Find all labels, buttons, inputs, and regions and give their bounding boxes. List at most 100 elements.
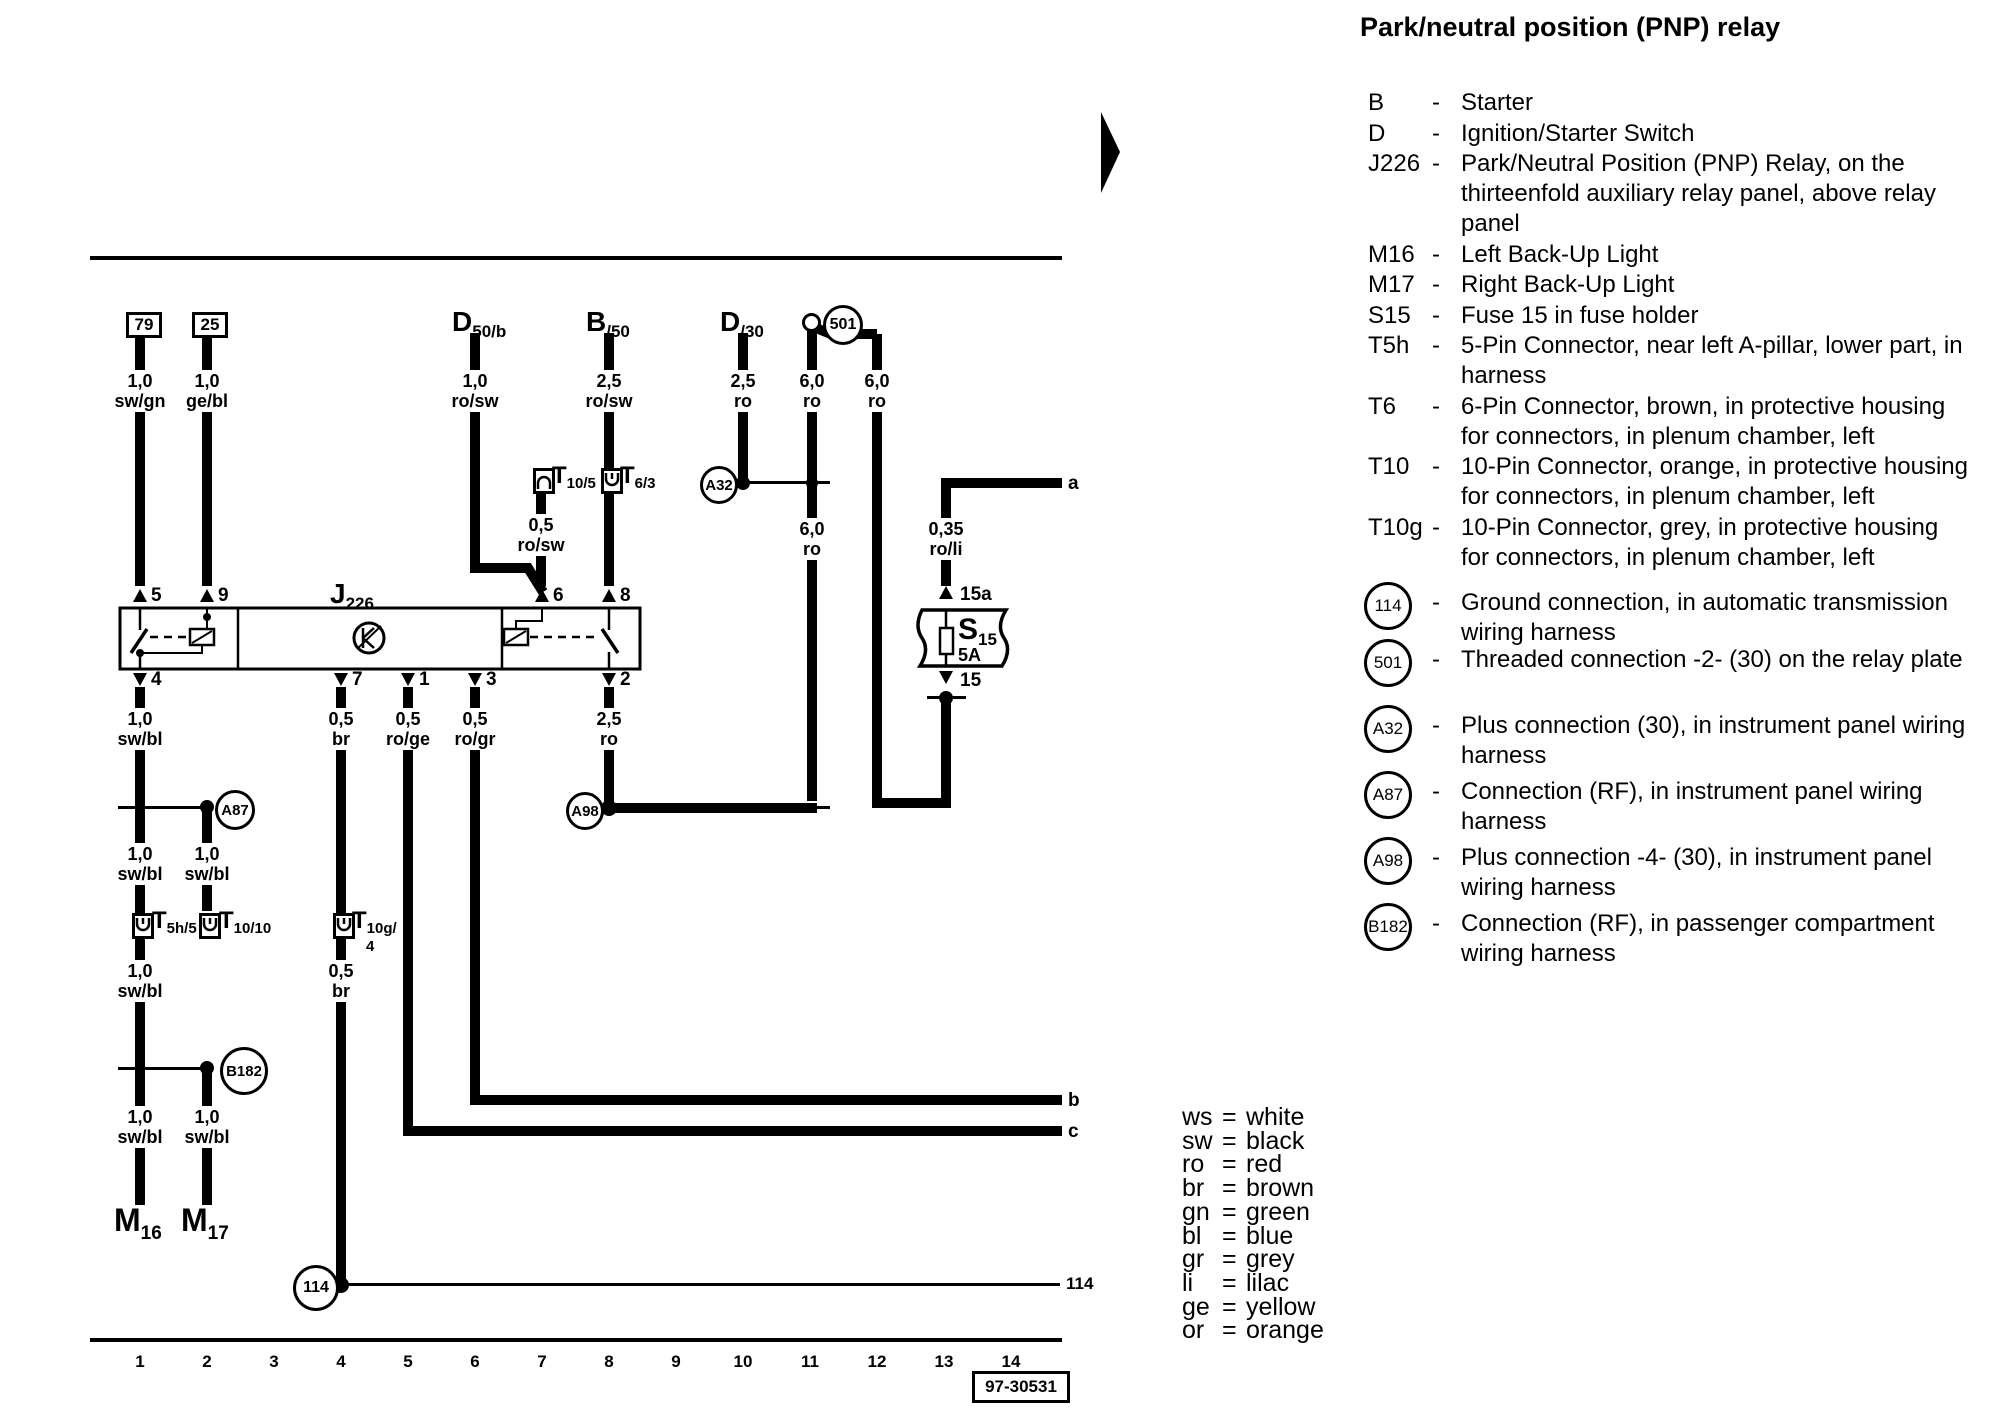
source-terminal-label: D/30 [720, 308, 764, 346]
wire-size: 1,0 [127, 844, 153, 864]
wire-label: 1,0 sw/bl [115, 843, 165, 885]
wire-size: 0,35 [928, 519, 964, 539]
connector-label: T10g/ [352, 909, 397, 941]
color-name: orange [1246, 1316, 1324, 1345]
wire-segment [872, 798, 951, 808]
wire-segment [403, 1126, 1062, 1136]
legend-dash: - [1432, 712, 1440, 739]
wire-color: ro/gr [454, 729, 496, 749]
relay-internal-right-contact [502, 608, 620, 669]
connector-sub: 10/5 [566, 475, 596, 492]
wire-label: 0,5 ro/ge [383, 708, 433, 750]
current-track-number: 9 [671, 1352, 681, 1371]
wire-size: 0,5 [528, 515, 554, 535]
wire-size: 1,0 [194, 1107, 220, 1127]
wire-label: 1,0 sw/gn [112, 370, 168, 412]
wire-color: ge/bl [185, 391, 229, 411]
color-name: grey [1246, 1245, 1295, 1274]
wire-color: br [332, 981, 350, 1001]
bookmark-arrow-icon [1101, 112, 1120, 193]
legend-key: T5h [1368, 332, 1410, 359]
legend-key: J226 [1368, 150, 1421, 177]
connector-label: T10/5 [552, 464, 596, 496]
arrowhead-down-icon [401, 673, 415, 686]
fuse-terminal-15: 15 [960, 670, 982, 691]
color-equals: = [1222, 1126, 1237, 1155]
legend-dash: - [1432, 119, 1440, 147]
arrowhead-down-icon [334, 673, 348, 686]
color-code: or [1182, 1316, 1205, 1345]
exit-label-a: a [1068, 473, 1079, 494]
relay-designation: J226 [330, 580, 374, 618]
legend-key: B [1368, 89, 1385, 116]
source-terminal-label: B/50 [586, 308, 630, 346]
legend-text-line: wiring harness [1461, 940, 1616, 967]
terminal-501-open-circle [802, 313, 821, 332]
wire-segment [807, 327, 817, 801]
wire-label: 2,5 ro/sw [583, 370, 635, 412]
current-track-number: 11 [801, 1352, 819, 1371]
wire-segment [470, 687, 480, 1103]
wire-size: 1,0 [127, 961, 153, 981]
wire-color: sw/bl [117, 981, 163, 1001]
connector-sub: 10g/ [366, 920, 397, 937]
wire-size: 0,5 [328, 709, 354, 729]
color-code: ws [1182, 1103, 1213, 1131]
relay-box-outline [118, 606, 642, 671]
wire-segment [941, 698, 951, 808]
node-circle-a98: A98 [566, 792, 604, 830]
legend-key: D [1368, 119, 1386, 147]
legend-circle-key: B182 [1364, 903, 1412, 951]
legend-text-line: Ignition/Starter Switch [1461, 119, 1695, 147]
wire-segment [135, 687, 145, 1205]
wire-color: sw/gn [114, 391, 166, 411]
legend-text-line: harness [1461, 742, 1547, 769]
color-equals: = [1222, 1150, 1237, 1179]
wire-color: sw/bl [117, 1127, 163, 1147]
legend-text-line: for connectors, in plenum chamber, left [1461, 422, 1875, 450]
connector-label: T10/10 [219, 909, 271, 941]
wire-color: sw/bl [117, 729, 163, 749]
source-sub: /50 [606, 322, 630, 341]
connector-symbol-icon [199, 913, 221, 939]
legend-text-line: thirteenfold auxiliary relay panel, abov… [1461, 180, 1936, 207]
legend-text-line: Ground connection, in automatic transmis… [1461, 589, 1948, 616]
node-circle-a87: A87 [215, 790, 255, 830]
wire-segment [872, 334, 882, 803]
junction-dot [806, 477, 818, 489]
legend-key: T10g [1368, 513, 1423, 541]
wire-label: 1,0 sw/bl [115, 960, 165, 1002]
legend-dash: - [1432, 646, 1440, 673]
source-main: D [720, 306, 741, 337]
wire-color: ro/ge [385, 729, 431, 749]
wire-label: 2,5 ro [728, 370, 758, 412]
wire-color: ro [600, 729, 618, 749]
wire-segment [604, 803, 817, 813]
wire-label: 0,5 br [326, 960, 356, 1002]
legend-key: T6 [1368, 392, 1397, 420]
legend-circle-key: 114 [1364, 582, 1412, 630]
current-track-number: 14 [1001, 1352, 1021, 1371]
connector-sub: 10/10 [233, 920, 272, 937]
current-track-number: 6 [470, 1352, 480, 1371]
legend-text-line: 5-Pin Connector, near left A-pillar, low… [1461, 332, 1963, 359]
legend-circle-key: A98 [1364, 837, 1412, 885]
wire-size: 1,0 [462, 371, 488, 391]
current-track-number: 1 [135, 1352, 145, 1371]
connector-main: T [620, 462, 635, 489]
wire-bend-d50b [475, 563, 548, 595]
current-track-number: 7 [537, 1352, 547, 1371]
junction-dot [200, 800, 214, 814]
legend-dash: - [1432, 332, 1440, 359]
relay-pin-number: 4 [151, 669, 162, 690]
source-terminal-label: D50/b [452, 308, 506, 346]
wire-color: ro [734, 391, 752, 411]
wire-label: 0,5 ro/sw [515, 514, 567, 556]
junction-dot [601, 800, 617, 816]
legend-dash: - [1432, 392, 1440, 420]
color-equals: = [1222, 1268, 1237, 1297]
color-name: black [1246, 1126, 1305, 1155]
color-equals: = [1222, 1245, 1237, 1274]
arrowhead-down-icon [939, 671, 953, 684]
